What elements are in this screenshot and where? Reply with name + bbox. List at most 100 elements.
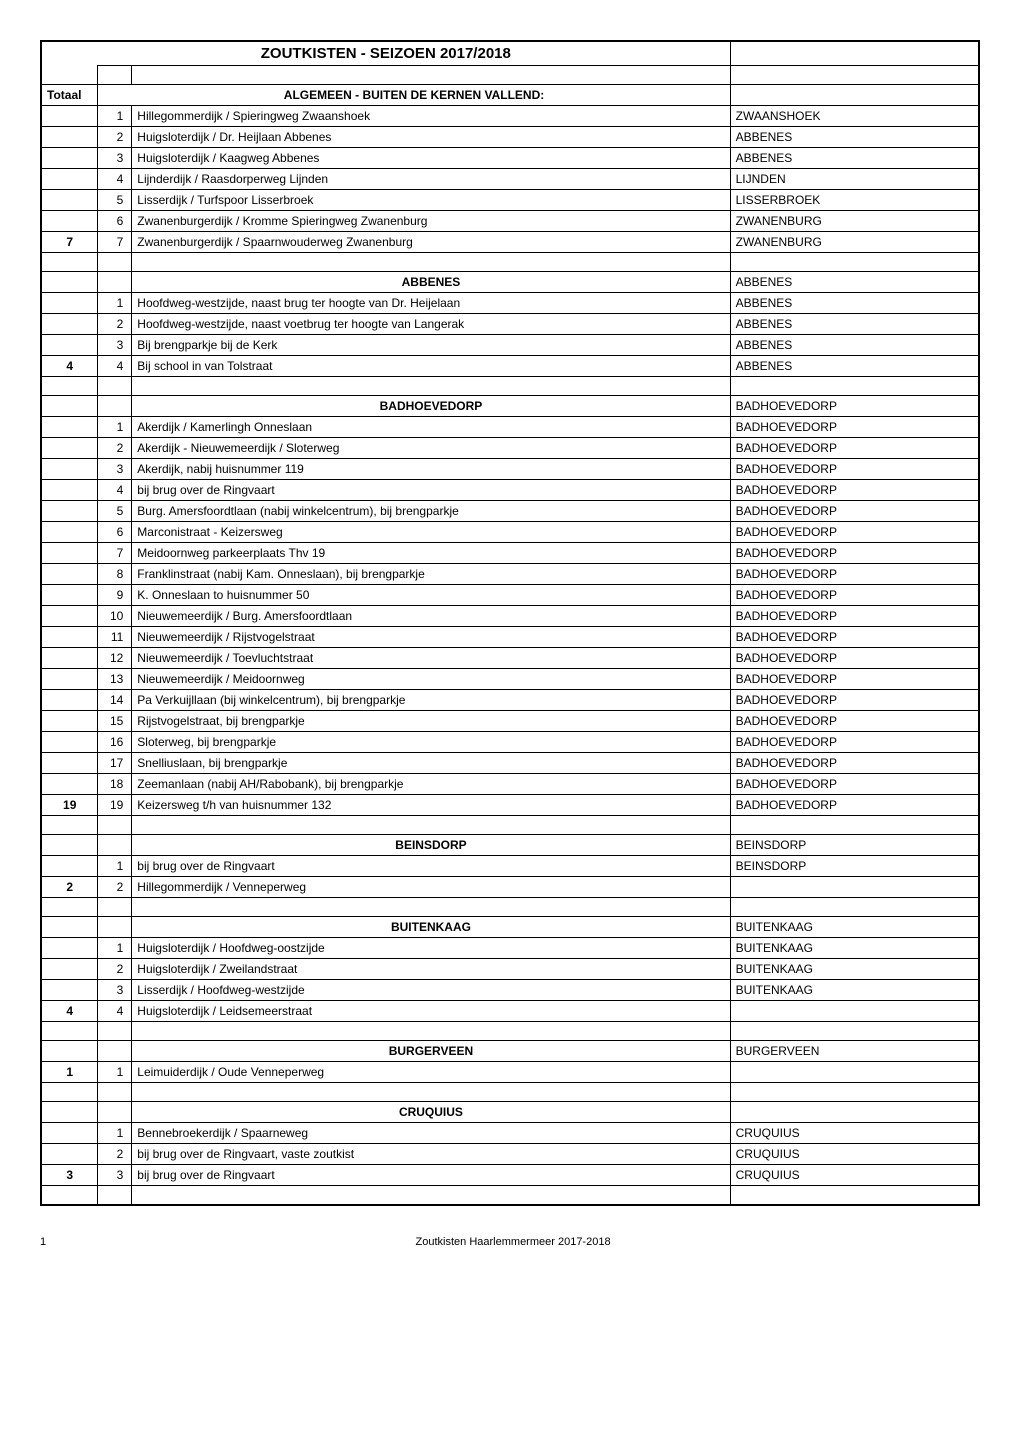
row-description: bij brug over de Ringvaart	[132, 480, 730, 501]
blank-cell	[98, 1186, 132, 1205]
blank-cell	[98, 898, 132, 917]
section-header-row: CRUQUIUS	[42, 1102, 979, 1123]
row-location: CRUQUIUS	[730, 1144, 978, 1165]
row-location: ABBENES	[730, 356, 978, 377]
total-cell	[42, 774, 98, 795]
table-row: 4Lijnderdijk / Raasdorperweg LijndenLIJN…	[42, 169, 979, 190]
table-row: 2Huigsloterdijk / Dr. Heijlaan AbbenesAB…	[42, 127, 979, 148]
row-description: Hoofdweg-westzijde, naast brug ter hoogt…	[132, 293, 730, 314]
blank-cell	[132, 66, 730, 85]
row-number: 7	[98, 543, 132, 564]
table-row: 6Marconistraat - KeizerswegBADHOEVEDORP	[42, 522, 979, 543]
blank-cell	[132, 1083, 730, 1102]
row-description: Snelliuslaan, bij brengparkje	[132, 753, 730, 774]
total-cell	[42, 648, 98, 669]
blank-cell	[42, 1083, 98, 1102]
table-row: 44Bij school in van TolstraatABBENES	[42, 356, 979, 377]
table-row: 8Franklinstraat (nabij Kam. Onneslaan), …	[42, 564, 979, 585]
section-header-row: ABBENESABBENES	[42, 272, 979, 293]
row-number: 1	[98, 293, 132, 314]
row-number: 1	[98, 106, 132, 127]
blank-cell	[132, 1022, 730, 1041]
total-cell	[42, 127, 98, 148]
section-header: BURGERVEEN	[132, 1041, 730, 1062]
blank-cell	[42, 816, 98, 835]
blank-row	[42, 1022, 979, 1041]
table-row: 2Hoofdweg-westzijde, naast voetbrug ter …	[42, 314, 979, 335]
table-row: 1Akerdijk / Kamerlingh OnneslaanBADHOEVE…	[42, 417, 979, 438]
total-cell	[42, 522, 98, 543]
row-description: Nieuwemeerdijk / Toevluchtstraat	[132, 648, 730, 669]
table-row: 17Snelliuslaan, bij brengparkjeBADHOEVED…	[42, 753, 979, 774]
section-loc: ABBENES	[730, 272, 978, 293]
table-row: 1Bennebroekerdijk / SpaarnewegCRUQUIUS	[42, 1123, 979, 1144]
row-number: 6	[98, 522, 132, 543]
blank-cell	[98, 917, 132, 938]
blank-cell	[132, 1186, 730, 1205]
table-row: 14Pa Verkuijllaan (bij winkelcentrum), b…	[42, 690, 979, 711]
table-row: 3Akerdijk, nabij huisnummer 119BADHOEVED…	[42, 459, 979, 480]
row-description: Franklinstraat (nabij Kam. Onneslaan), b…	[132, 564, 730, 585]
row-description: Marconistraat - Keizersweg	[132, 522, 730, 543]
section-header: BADHOEVEDORP	[132, 396, 730, 417]
table-row: 2Huigsloterdijk / ZweilandstraatBUITENKA…	[42, 959, 979, 980]
row-number: 8	[98, 564, 132, 585]
total-cell	[42, 980, 98, 1001]
row-description: Lijnderdijk / Raasdorperweg Lijnden	[132, 169, 730, 190]
table-row: 6Zwanenburgerdijk / Kromme Spieringweg Z…	[42, 211, 979, 232]
row-location: BUITENKAAG	[730, 980, 978, 1001]
row-description: K. Onneslaan to huisnummer 50	[132, 585, 730, 606]
row-description: Zwanenburgerdijk / Kromme Spieringweg Zw…	[132, 211, 730, 232]
total-cell	[42, 293, 98, 314]
row-number: 3	[98, 335, 132, 356]
total-cell: 2	[42, 877, 98, 898]
table-row: 1Hillegommerdijk / Spieringweg Zwaanshoe…	[42, 106, 979, 127]
total-cell	[42, 148, 98, 169]
row-location: BEINSDORP	[730, 856, 978, 877]
row-location: ZWANENBURG	[730, 211, 978, 232]
blank-cell	[98, 1041, 132, 1062]
row-number: 2	[98, 959, 132, 980]
row-location: BADHOEVEDORP	[730, 627, 978, 648]
row-location: ZWAANSHOEK	[730, 106, 978, 127]
table-row: 4bij brug over de RingvaartBADHOEVEDORP	[42, 480, 979, 501]
section-header: CRUQUIUS	[132, 1102, 730, 1123]
row-number: 4	[98, 356, 132, 377]
blank-cell	[98, 377, 132, 396]
total-cell: 1	[42, 1062, 98, 1083]
total-cell	[42, 211, 98, 232]
blank-cell	[42, 898, 98, 917]
row-location: BADHOEVEDORP	[730, 711, 978, 732]
row-description: Akerdijk, nabij huisnummer 119	[132, 459, 730, 480]
row-number: 1	[98, 938, 132, 959]
section-header: BEINSDORP	[132, 835, 730, 856]
row-location: BADHOEVEDORP	[730, 459, 978, 480]
row-location	[730, 877, 978, 898]
table-row: 2Akerdijk - Nieuwemeerdijk / SloterwegBA…	[42, 438, 979, 459]
total-cell	[42, 106, 98, 127]
total-cell	[42, 1123, 98, 1144]
row-description: Huigsloterdijk / Hoofdweg-oostzijde	[132, 938, 730, 959]
row-number: 6	[98, 211, 132, 232]
row-number: 1	[98, 1123, 132, 1144]
row-description: Zeemanlaan (nabij AH/Rabobank), bij bren…	[132, 774, 730, 795]
total-cell	[42, 438, 98, 459]
blank-cell	[730, 1186, 978, 1205]
section-loc: BUITENKAAG	[730, 917, 978, 938]
blank-row	[42, 253, 979, 272]
footer-text: Zoutkisten Haarlemmermeer 2017-2018	[416, 1236, 611, 1248]
table-row: 12Nieuwemeerdijk / ToevluchtstraatBADHOE…	[42, 648, 979, 669]
row-description: Bij school in van Tolstraat	[132, 356, 730, 377]
row-number: 2	[98, 877, 132, 898]
total-cell	[42, 856, 98, 877]
row-number: 4	[98, 480, 132, 501]
row-location: BADHOEVEDORP	[730, 795, 978, 816]
table-row: 16Sloterweg, bij brengparkjeBADHOEVEDORP	[42, 732, 979, 753]
total-cell	[42, 501, 98, 522]
row-description: Huigsloterdijk / Dr. Heijlaan Abbenes	[132, 127, 730, 148]
row-description: Sloterweg, bij brengparkje	[132, 732, 730, 753]
table-row: 1bij brug over de RingvaartBEINSDORP	[42, 856, 979, 877]
blank-row	[42, 816, 979, 835]
total-cell	[42, 564, 98, 585]
total-cell	[42, 190, 98, 211]
